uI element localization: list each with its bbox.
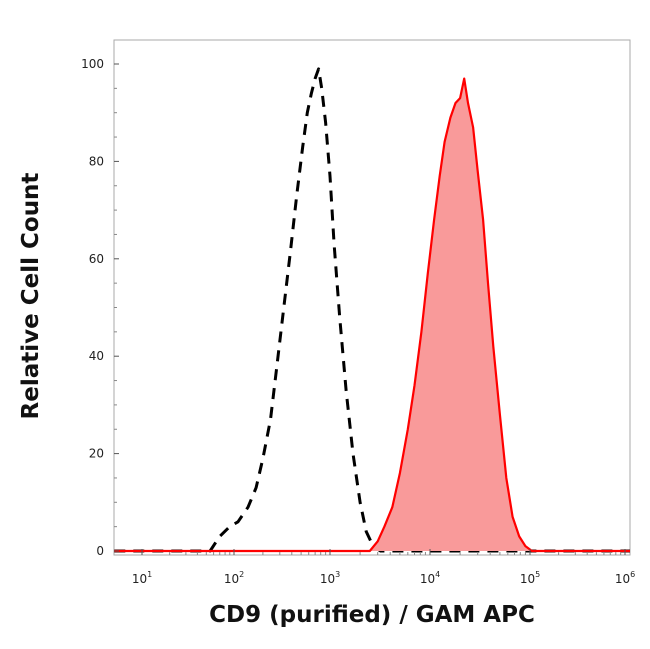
series-0-line	[114, 67, 630, 553]
y-tick-label-40: 40	[89, 349, 104, 363]
y-tick-label-0: 0	[96, 544, 104, 558]
x-axis-title: CD9 (purified) / GAM APC	[209, 602, 535, 628]
x-tick-label-4: 104	[420, 570, 440, 586]
y-tick-label-60: 60	[89, 252, 104, 266]
x-tick-label-6: 106	[615, 570, 635, 586]
x-tick-label-5: 105	[520, 570, 540, 586]
plot-frame	[113, 39, 631, 556]
x-tick-label-3: 103	[320, 570, 340, 586]
x-tick-label-2: 102	[224, 570, 244, 586]
x-tick-label-1: 101	[132, 570, 152, 586]
axis-layer: 0 20 40 60 80 100 101 102 103 104 105 106	[81, 57, 635, 586]
y-tick-label-20: 20	[89, 447, 104, 461]
series-1-line	[114, 77, 630, 553]
y-tick-label-80: 80	[89, 154, 104, 168]
y-axis-title: Relative Cell Count	[18, 173, 44, 420]
series-layer	[114, 67, 631, 553]
y-tick-label-100: 100	[81, 57, 104, 71]
